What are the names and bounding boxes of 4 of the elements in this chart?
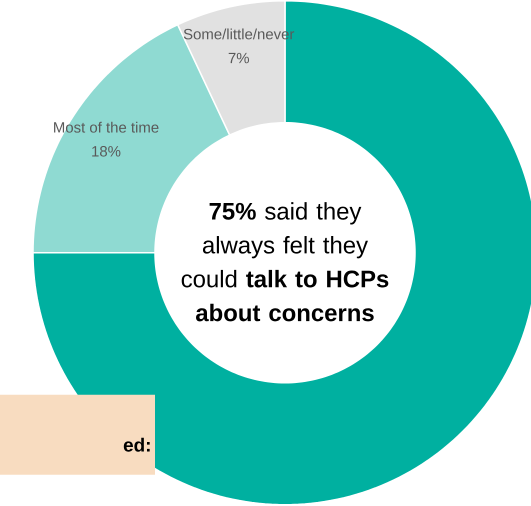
text: 75% said they always felt they could talk to HCPs about concerns	[182, 202, 388, 322]
data-label: 7%	[228, 53, 250, 64]
data-label: 18%	[92, 146, 120, 157]
text: ed:	[124, 438, 150, 452]
